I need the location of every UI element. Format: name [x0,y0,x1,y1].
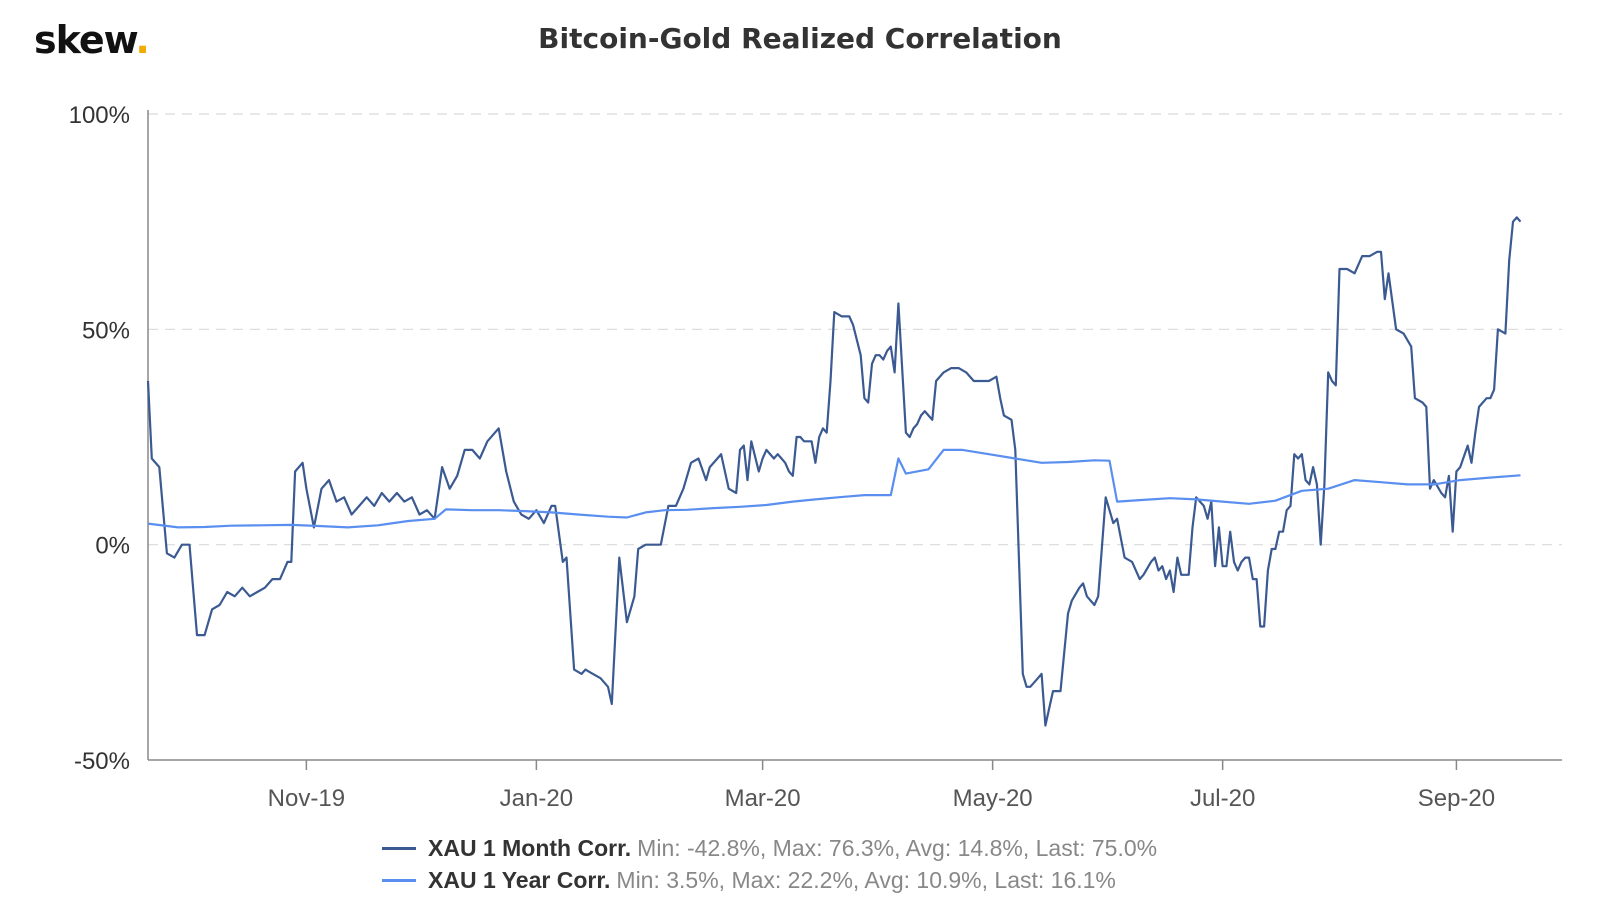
y-tick-label: 0% [95,533,130,560]
x-tick-label: Jan-20 [500,785,573,812]
y-tick-label: -50% [74,748,130,775]
logo-dot: . [135,18,149,62]
x-tick-label: Sep-20 [1418,785,1495,812]
legend-name-month: XAU 1 Month Corr. [428,835,632,861]
correlation-chart: -50% 0% 50% 100% Nov-19 Jan-20 Mar-20 May-20 Jul… [69,102,1562,812]
legend: XAU 1 Month Corr. Min: -42.8%, Max: 76.3… [382,832,1157,896]
x-tick-label: Mar-20 [725,785,801,812]
y-tick-label: 100% [69,102,130,129]
legend-swatch-month [382,846,416,850]
series-line-1-year [147,448,1521,529]
skew-logo: skew. [34,18,150,62]
x-tick-label: May-20 [953,785,1033,812]
axis-layer: -50% 0% 50% 100% Nov-19 Jan-20 Mar-20 May-20 Jul… [69,102,1562,812]
logo-text: skew [34,18,136,62]
legend-swatch-year [382,878,416,882]
series-layer [146,216,1522,727]
legend-item-month[interactable]: XAU 1 Month Corr. Min: -42.8%, Max: 76.3… [382,832,1157,864]
chart-title: Bitcoin-Gold Realized Correlation [538,22,1062,55]
series-line-1-month [146,216,1522,727]
x-tick-label: Nov-19 [268,785,345,812]
y-tick-label: 50% [82,317,130,344]
legend-name-year: XAU 1 Year Corr. [428,867,611,893]
legend-item-year[interactable]: XAU 1 Year Corr. Min: 3.5%, Max: 22.2%, … [382,864,1157,896]
legend-stats-year: Min: 3.5%, Max: 22.2%, Avg: 10.9%, Last:… [616,867,1116,893]
x-tick-label: Jul-20 [1190,785,1255,812]
legend-stats-month: Min: -42.8%, Max: 76.3%, Avg: 14.8%, Las… [637,835,1158,861]
